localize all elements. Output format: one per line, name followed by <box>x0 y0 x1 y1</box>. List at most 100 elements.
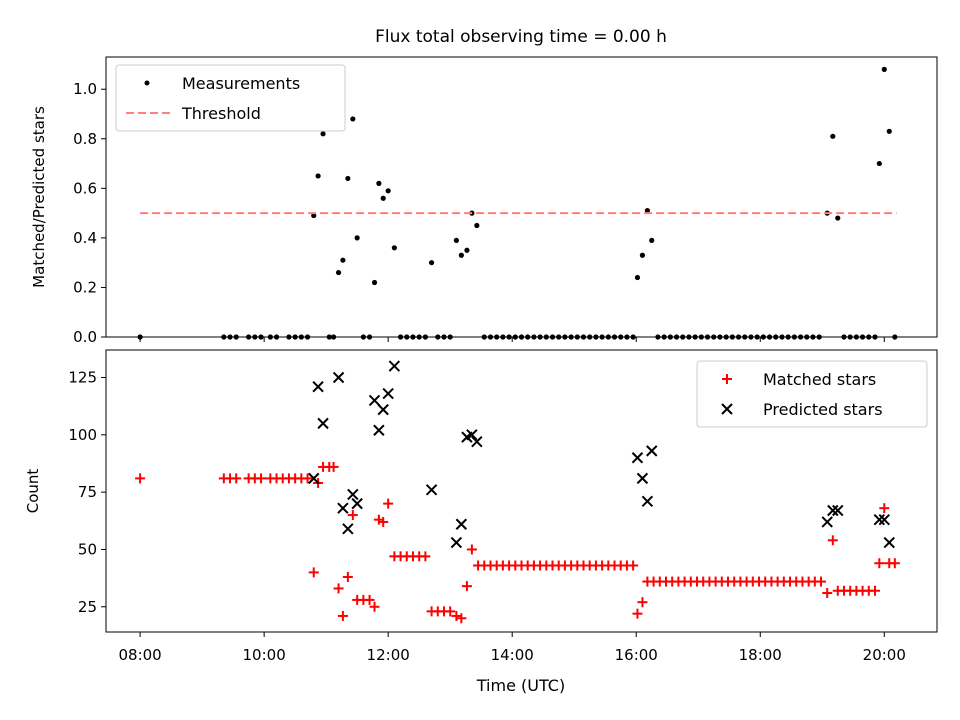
matched-star-point <box>364 594 375 605</box>
y-tick-label: 125 <box>68 369 97 387</box>
y-tick-label: 100 <box>68 426 97 444</box>
measurement-point <box>639 252 646 258</box>
x-tick-label: 12:00 <box>367 646 410 664</box>
measurement-point <box>649 237 655 243</box>
measurement-point <box>458 252 464 258</box>
measurement-point <box>340 257 346 263</box>
legend-measurements-label: Measurements <box>182 74 300 93</box>
ratio-panel: 0.0 0.2 0.4 0.6 0.8 1.0 Matched/Predicted sta… <box>30 56 938 346</box>
count-points <box>135 360 900 624</box>
measurement-point <box>876 160 882 167</box>
measurement-point <box>350 116 356 122</box>
matched-star-point <box>879 503 890 514</box>
predicted-star-point <box>878 513 890 526</box>
matched-star-point <box>256 473 267 484</box>
x-tick-label: 18:00 <box>739 646 782 664</box>
predicted-star-point <box>471 436 483 448</box>
measurement-point <box>315 173 321 179</box>
count-panel: 25 50 75 100 125 08:00 10:00 12:00 14:00 16:00 18… <box>24 349 938 695</box>
matched-star-point <box>231 473 242 484</box>
x-tick-label: 08:00 <box>118 646 161 664</box>
count-legend-box <box>696 360 928 428</box>
legend-predicted-marker <box>721 403 733 415</box>
matched-star-point <box>342 571 353 582</box>
matched-star-point <box>328 461 339 472</box>
count-panel-frame <box>105 349 938 633</box>
matched-star-point <box>869 585 880 596</box>
x-tick-label: 14:00 <box>491 646 534 664</box>
measurement-point <box>835 215 841 221</box>
matched-star-point <box>637 597 648 608</box>
measurement-point <box>320 131 326 137</box>
legend-threshold-label: Threshold <box>181 104 261 123</box>
measurement-point <box>385 188 391 194</box>
ratio-y-axis-label: Matched/Predicted stars <box>30 106 48 288</box>
predicted-star-point <box>455 518 468 530</box>
measurement-point <box>371 279 378 286</box>
matched-star-point <box>827 535 838 546</box>
count-x-ticks: 08:00 10:00 12:00 14:00 16:00 18:00 20:00 <box>118 632 906 664</box>
ratio-legend-box <box>115 64 346 132</box>
predicted-star-point <box>450 536 463 549</box>
predicted-star-point <box>636 472 649 485</box>
matched-star-point <box>302 473 313 484</box>
predicted-star-point <box>425 484 438 496</box>
chart-title: Flux total observing time = 0.00 h <box>375 27 667 47</box>
predicted-star-point <box>883 536 895 549</box>
measurement-point <box>345 175 351 182</box>
predicted-star-point <box>342 523 354 535</box>
measurement-point <box>881 66 887 72</box>
predicted-star-point <box>373 424 385 436</box>
measurement-point <box>453 237 459 243</box>
predicted-star-point <box>382 387 394 400</box>
predicted-star-point <box>821 516 833 528</box>
predicted-star-point <box>466 429 478 441</box>
predicted-star-point <box>351 497 363 510</box>
x-tick-label: 20:00 <box>863 646 906 664</box>
count-y-ticks: 25 50 75 100 125 <box>68 369 106 616</box>
x-tick-label: 10:00 <box>243 646 286 664</box>
predicted-star-point <box>347 488 359 501</box>
ratio-legend: Measurements Threshold <box>115 64 346 132</box>
matched-star-point <box>456 613 467 624</box>
matched-star-point <box>373 514 384 525</box>
predicted-star-point <box>368 394 381 407</box>
measurement-point <box>474 222 480 229</box>
y-tick-label: 1.0 <box>73 80 97 98</box>
legend-predicted-label: Predicted stars <box>763 400 883 419</box>
x-axis-label: Time (UTC) <box>476 676 565 695</box>
count-legend: Matched stars Predicted stars <box>696 360 928 428</box>
predicted-star-point <box>388 360 401 372</box>
ratio-x-ticks <box>139 337 885 342</box>
predicted-star-point <box>317 417 329 430</box>
matched-star-point <box>333 583 344 594</box>
predicted-star-point <box>312 380 324 393</box>
matched-star-point <box>889 558 900 569</box>
matched-star-point <box>378 516 389 527</box>
predicted-star-point <box>332 371 345 384</box>
predicted-star-point <box>337 502 349 514</box>
matched-star-point <box>816 576 827 587</box>
matched-star-point <box>628 560 639 571</box>
matched-star-point <box>445 606 456 617</box>
legend-x-glyph <box>721 403 733 415</box>
measurement-point <box>634 274 641 281</box>
matched-star-point <box>369 601 380 612</box>
matched-star-point <box>337 610 348 621</box>
y-tick-label: 25 <box>78 598 97 616</box>
y-tick-label: 0.2 <box>73 278 97 296</box>
legend-matched-label: Matched stars <box>763 370 876 389</box>
y-tick-label: 0.8 <box>73 130 97 148</box>
matched-star-point <box>822 588 833 599</box>
predicted-star-point <box>631 452 644 464</box>
measurement-point <box>354 235 360 241</box>
matched-star-point <box>451 610 462 621</box>
matched-star-point <box>308 567 319 578</box>
y-tick-label: 75 <box>78 483 97 501</box>
ratio-y-ticks: 0.0 0.2 0.4 0.6 0.8 1.0 <box>73 80 106 346</box>
measurement-point <box>464 247 470 253</box>
measurement-point <box>380 195 386 201</box>
y-tick-label: 0.4 <box>73 229 97 247</box>
legend-matched-marker <box>722 374 732 384</box>
